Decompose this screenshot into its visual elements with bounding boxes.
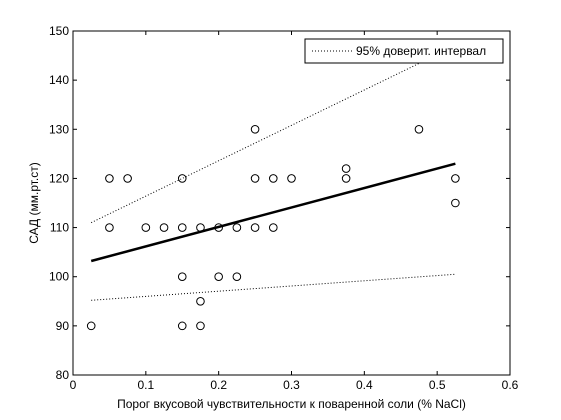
data-point xyxy=(123,174,132,183)
data-point xyxy=(268,174,278,183)
data-point xyxy=(414,124,424,134)
data-point xyxy=(196,223,205,232)
x-tick-label: 0.1 xyxy=(137,378,154,392)
data-point xyxy=(268,223,278,232)
data-point xyxy=(141,223,151,232)
data-point xyxy=(214,223,223,232)
y-axis-label: САД (мм.рт.ст) xyxy=(27,162,41,244)
data-point xyxy=(250,124,260,134)
data-point xyxy=(196,321,205,331)
data-point xyxy=(341,164,351,173)
x-tick-label: 0 xyxy=(70,378,77,392)
data-point xyxy=(232,223,242,232)
x-axis-label: Порог вкусовой чувствительности к поваре… xyxy=(117,397,466,411)
y-tick-label: 130 xyxy=(49,122,69,136)
y-tick-label: 90 xyxy=(56,319,70,333)
data-point xyxy=(105,174,114,183)
legend: 95% доверит. интервал xyxy=(304,38,504,64)
x-tick-label: 0.4 xyxy=(356,378,373,392)
y-axis: 80 90 100 110 120 130 140 150 xyxy=(49,24,510,382)
x-tick-label: 0.2 xyxy=(210,378,227,392)
y-tick-label: 120 xyxy=(49,171,69,185)
data-point xyxy=(341,174,351,183)
data-point xyxy=(196,296,205,306)
x-tick-label: 0.6 xyxy=(502,378,519,392)
data-point xyxy=(177,174,187,183)
regression-line xyxy=(90,162,456,263)
data-point xyxy=(214,272,223,282)
plot-area xyxy=(72,30,511,376)
legend-box xyxy=(304,38,504,64)
y-tick-label: 80 xyxy=(56,368,70,382)
fit-lines xyxy=(90,45,456,301)
data-point xyxy=(177,223,187,232)
x-tick-label: 0.3 xyxy=(283,378,300,392)
data-point xyxy=(232,272,242,282)
x-axis: 0 0.1 0.2 0.3 0.4 0.5 0.6 xyxy=(70,31,519,392)
y-tick-label: 140 xyxy=(49,73,69,87)
data-point xyxy=(159,223,169,232)
lower-confidence-band xyxy=(91,273,456,301)
data-point xyxy=(177,272,187,282)
legend-label: 95% доверит. интервал xyxy=(356,44,486,58)
data-point xyxy=(86,321,96,331)
data-points xyxy=(86,124,460,331)
data-point xyxy=(287,174,296,183)
data-point xyxy=(451,198,460,208)
data-point xyxy=(250,174,260,183)
y-tick-label: 100 xyxy=(49,270,69,284)
data-point xyxy=(105,223,114,232)
data-point xyxy=(177,321,187,331)
data-point xyxy=(250,223,260,232)
y-tick-label: 110 xyxy=(50,221,69,235)
x-tick-label: 0.5 xyxy=(429,378,446,392)
y-tick-label: 150 xyxy=(49,24,69,38)
data-point xyxy=(451,174,460,183)
